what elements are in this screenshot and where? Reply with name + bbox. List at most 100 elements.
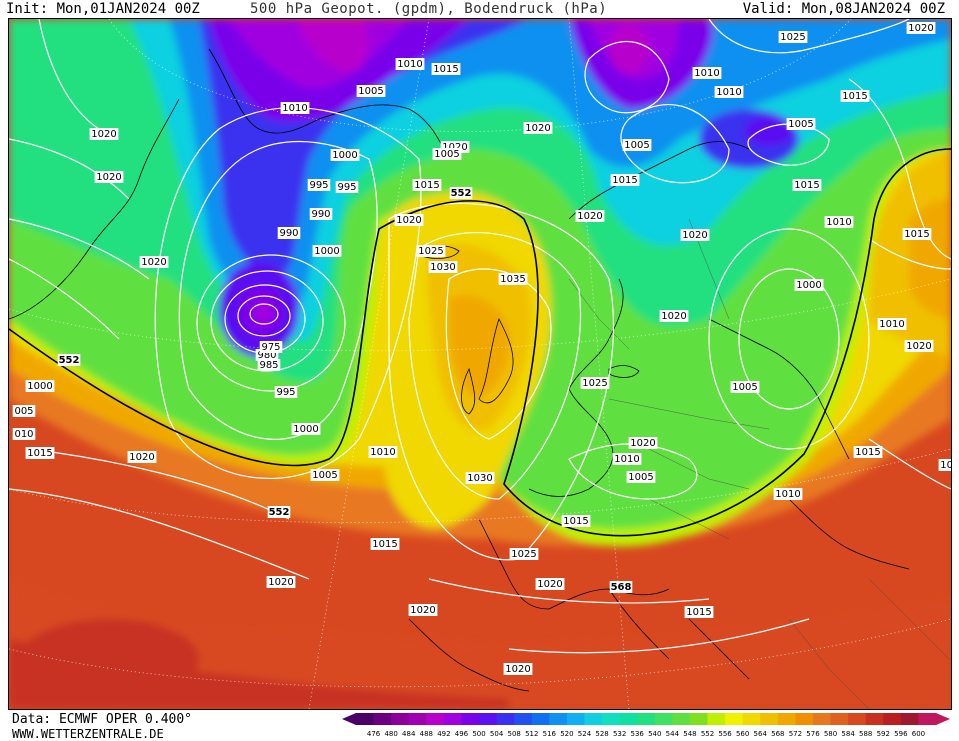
colorbar-cell — [637, 713, 656, 725]
isobar-label-text: 1015 — [414, 180, 439, 191]
isobar-label-text: 990 — [311, 209, 330, 220]
isobar-label-text: 1015 — [433, 64, 458, 75]
isobar-label-text: 1020 — [91, 129, 116, 140]
isobar-label-text: 1020 — [908, 23, 933, 34]
isobar-label: 990 — [277, 227, 301, 239]
isobar-label: 1010 — [824, 216, 854, 228]
colorbar-cell — [760, 713, 779, 725]
isobar-label: 1020 — [127, 451, 157, 463]
isobar-label-text: 1020 — [141, 257, 166, 268]
colorbar-cell — [602, 713, 621, 725]
isobar-label-text: 1000 — [796, 280, 821, 291]
colorbar-cell — [777, 713, 796, 725]
colorbar-tick-label: 544 — [666, 730, 680, 738]
isobar-label-text: 1015 — [563, 516, 588, 527]
isobar-label-text: 1010 — [370, 447, 395, 458]
isobar-label: 1020 — [139, 256, 169, 268]
isobar-label-bg — [906, 22, 936, 34]
data-source: Data: ECMWF OPER 0.400° — [12, 712, 193, 727]
isobar-label-bg — [730, 381, 760, 393]
isobar-label: 1030 — [428, 261, 458, 273]
isobar-label-bg — [431, 63, 461, 75]
isobar-label-bg — [335, 181, 359, 193]
colorbar-cell — [865, 713, 884, 725]
isobar-label: 1015 — [412, 179, 442, 191]
isobar-label-bg — [330, 149, 360, 161]
colorbar-cell — [496, 713, 515, 725]
isobar-label: 995 — [335, 181, 359, 193]
isobar-label-text: 995 — [276, 387, 295, 398]
geopotential-label: 568 — [609, 581, 633, 593]
isobar-label-text: 1025 — [418, 246, 443, 257]
geopotential-label: 552 — [57, 354, 81, 366]
isobar-label-text: 1015 — [855, 447, 880, 458]
isobar-label: 1020 — [575, 210, 605, 222]
isobar-label: 1020 — [904, 340, 934, 352]
isobar-label-bg — [904, 340, 934, 352]
isobar-label: 1000 — [25, 380, 55, 392]
isobar-label: 1025 — [509, 548, 539, 560]
isobar-label-text: 1000 — [332, 150, 357, 161]
isobar-label-text: 1015 — [27, 448, 52, 459]
isobar-label: 1015 — [902, 228, 932, 240]
isobar-label: 1035 — [498, 273, 528, 285]
colorbar-cell — [654, 713, 673, 725]
isobar-label: 1025 — [416, 245, 446, 257]
isobar-label: 1020 — [628, 437, 658, 449]
colorbar-tick-label: 512 — [525, 730, 538, 738]
isobar-label-text: 1010 — [775, 489, 800, 500]
isobar-label: 1015 — [840, 90, 870, 102]
isobar-label: 1020 — [89, 128, 119, 140]
geopotential-label: 552 — [267, 506, 291, 518]
colorbar-tick-label: 524 — [578, 730, 592, 738]
isobar-label-bg — [622, 139, 652, 151]
isobar-label-bg — [277, 227, 301, 239]
isobar-label: 1005 — [432, 148, 462, 160]
isobar-label-text: 1010 — [716, 87, 741, 98]
isobar-label-bg — [139, 256, 169, 268]
isobar-label-text: 1005 — [732, 382, 757, 393]
isobar-label-text: 1015 — [904, 229, 929, 240]
isobar-label: 1000 — [291, 423, 321, 435]
isobar-label-bg — [412, 179, 442, 191]
isobar-label: 1010 — [877, 318, 907, 330]
valid-time: Valid: Mon,08JAN2024 00Z — [742, 1, 945, 17]
colorbar-cell — [812, 713, 832, 725]
isobar-label-text: 1020 — [537, 579, 562, 590]
isobar-label-text: 1020 — [577, 211, 602, 222]
geopotential-label-text: 552 — [59, 355, 80, 366]
isobar-label: 1000 — [794, 279, 824, 291]
isobar-label-bg — [561, 515, 591, 527]
colorbar-tick-label: 492 — [437, 730, 450, 738]
isobar-label-text: 1010 — [826, 217, 851, 228]
map-title: 500 hPa Geopot. (gpdm), Bodendruck (hPa) — [250, 1, 608, 17]
isobar-label: 1010 — [692, 67, 722, 79]
isobar-label: 1025 — [778, 31, 808, 43]
geopotential-label-bg — [267, 506, 291, 518]
colorbar-tick-label: 488 — [420, 730, 433, 738]
isobar-label-bg — [280, 102, 310, 114]
isobar-label-bg — [680, 229, 710, 241]
isobar-label-bg — [428, 261, 458, 273]
isobar-label: 1020 — [503, 663, 533, 675]
isobar-label-text: 1030 — [467, 473, 492, 484]
isobar-label: 990 — [309, 208, 333, 220]
isobar-label-text: 1000 — [314, 246, 339, 257]
isobar-label: 1010 — [773, 488, 803, 500]
weather-map: 1020 1020 1020 1010 1010 1015 1005 1020 1005 1000… — [8, 18, 952, 710]
isobar-label: 1005 — [730, 381, 760, 393]
isobar-label-bg — [408, 604, 438, 616]
colorbar-cell — [408, 713, 427, 725]
isobar-label-bg — [824, 216, 854, 228]
colorbar-tick-label: 560 — [736, 730, 749, 738]
colorbar-tick-label: 596 — [894, 730, 908, 738]
isobar-label: 1010 — [280, 102, 310, 114]
map-footer: Data: ECMWF OPER 0.400° WWW.WETTERZENTRA… — [0, 710, 959, 741]
isobar-label-text: 995 — [337, 182, 356, 193]
isobar-label-text: 1010 — [879, 319, 904, 330]
isobar-label-bg — [714, 86, 744, 98]
isobar-label-bg — [840, 90, 870, 102]
geopotential-labels: 552 552 552 568 — [57, 187, 633, 593]
colorbar-tick-label: 480 — [384, 730, 397, 738]
isobar-label-bg — [628, 437, 658, 449]
